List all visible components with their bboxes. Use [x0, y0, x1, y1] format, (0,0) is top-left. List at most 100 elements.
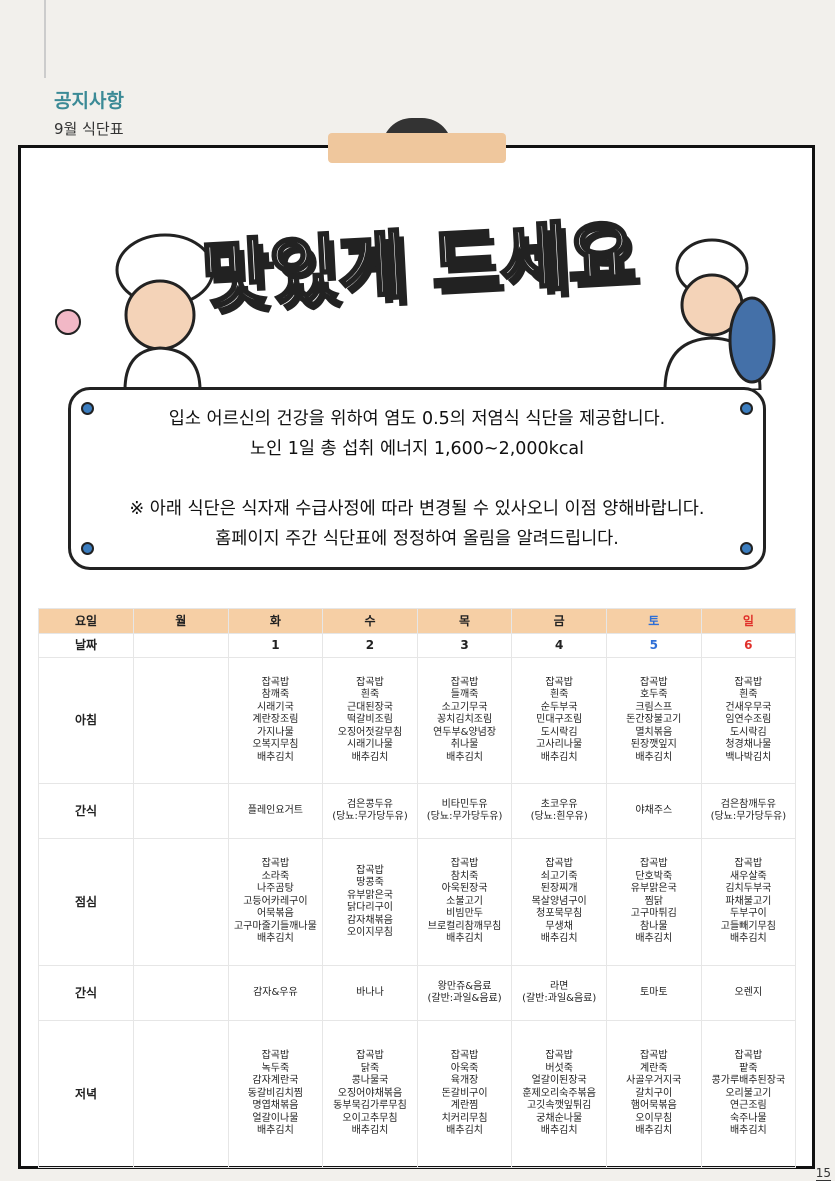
menu-item: 배추김치 — [446, 933, 483, 945]
menu-item: 배추김치 — [256, 751, 294, 763]
chef-right — [663, 238, 776, 390]
menu-item: 배추김치 — [635, 1125, 673, 1137]
menu-item: 닭다리구이 — [346, 902, 393, 913]
menu-item: 플레인요거트 — [247, 804, 303, 816]
menu-item: 잡곡밥 — [356, 1050, 384, 1062]
menu-cell: 야채주스 — [605, 783, 702, 839]
menu-item: 배추김치 — [635, 751, 673, 763]
date-cell: 2 — [322, 633, 418, 658]
menu-cell: 잡곡밥 참깨죽 시래기국 계란장조림 가지나물 오복지무침 배추김치 — [227, 657, 324, 784]
menu-item: 목살양념구이 — [531, 895, 587, 907]
headline: 맛있게 드세요 — [200, 211, 638, 320]
category: 공지사항 — [54, 90, 124, 112]
menu-item: 고등어카레구이 — [243, 895, 308, 907]
header-cell: 화 — [227, 608, 324, 634]
menu-item: 오복지무침 — [252, 739, 299, 751]
menu-item: 찜닭 — [644, 895, 663, 907]
menu-item: (당뇨:무가당두유) — [426, 811, 503, 822]
meal-row: 아침 잡곡밥 참깨죽 시래기국 계란장조림 가지나물 오복지무침 배추김치 잡곡밥 흰죽 근대된장국… — [38, 657, 797, 784]
clip-plate — [328, 133, 506, 163]
menu-item: 유부맑은국 — [346, 889, 393, 901]
menu-item: 청경채나물 — [725, 739, 772, 751]
menu-item: 얼갈이나물 — [252, 1112, 299, 1124]
menu-item: 콩가루배추된장국 — [711, 1075, 786, 1087]
menu-item: 갈치구이 — [635, 1087, 673, 1099]
menu-item: 잡곡밥 — [734, 1050, 763, 1062]
menu-item: 동갈비김치찜 — [247, 1087, 303, 1099]
date-cell: 1 — [227, 633, 324, 658]
menu-item: 배추김치 — [351, 751, 389, 763]
menu-item: 잡곡밥 — [261, 858, 290, 870]
menu-cell: 왕만쥬&음료 (갈반:과일&음료) — [416, 965, 513, 1021]
menu-item: 참나물 — [639, 920, 668, 932]
menu-item: 가지나물 — [256, 726, 294, 738]
menu-item: 소라죽 — [261, 870, 290, 882]
menu-item: 버섯죽 — [545, 1062, 573, 1074]
menu-item: 잡곡밥 — [734, 676, 763, 688]
menu-item: 토마토 — [639, 986, 668, 998]
menu-item: 잡곡밥 — [545, 1050, 573, 1062]
menu-item: 백나박김치 — [725, 751, 772, 763]
header-cell: 월 — [133, 608, 229, 634]
menu-item: 도시락김 — [540, 726, 578, 738]
menu-item: 잡곡밥 — [639, 676, 668, 688]
menu-item: 궁채순나물 — [536, 1112, 583, 1124]
menu-cell: 잡곡밥 땅콩죽 유부맑은국 닭다리구이 감자채볶음 오이지무침 — [322, 838, 418, 966]
menu-item: 아욱죽 — [450, 1062, 479, 1074]
menu-cell: 감자&우유 — [227, 965, 324, 1021]
menu-item: 배추김치 — [540, 1125, 578, 1137]
menu-item: 야채주스 — [635, 804, 673, 816]
menu-item: 라면 — [549, 980, 569, 992]
header-row: 요일 월 화 수 목 금 토 일 — [38, 608, 797, 634]
menu-item: 브로컬리참깨무침 — [427, 920, 502, 932]
menu-item: 떡갈비조림 — [346, 714, 393, 726]
header-cell: 금 — [511, 608, 607, 634]
date-row: 날짜 1 2 3 4 5 6 — [38, 633, 797, 658]
menu-cell — [133, 1020, 229, 1168]
menu-cell — [133, 965, 229, 1021]
menu-item: 배추김치 — [256, 1125, 294, 1137]
menu-cell: 바나나 — [322, 965, 418, 1021]
menu-item: 오징어야채볶음 — [337, 1087, 403, 1099]
menu-item: 시래기나물 — [346, 739, 393, 751]
meal-label: 저녁 — [38, 1020, 134, 1168]
menu-item: 고구마줄기들깨나물 — [233, 920, 317, 932]
menu-item: 호두죽 — [639, 689, 668, 701]
menu-cell: 잡곡밥 닭죽 콩나물국 오징어야채볶음 동부묵김가루무침 오이고추무침 배추김치 — [322, 1020, 418, 1168]
menu-item: 흰죽 — [739, 689, 758, 701]
date-cell: 6 — [700, 633, 797, 658]
side-line — [44, 0, 46, 78]
menu-cell: 잡곡밥 소라죽 나주곰탕 고등어카레구이 어묵볶음 고구마줄기들깨나물 배추김치 — [227, 838, 324, 966]
menu-item: 배추김치 — [446, 1125, 483, 1137]
menu-item: 잡곡밥 — [356, 864, 384, 876]
menu-item: 닭죽 — [360, 1062, 380, 1074]
date-cell: 5 — [605, 633, 702, 658]
menu-item: 시래기국 — [256, 701, 294, 713]
menu-cell: 토마토 — [605, 965, 702, 1021]
menu-item: 오이지무침 — [346, 927, 393, 938]
menu-item: 들깨죽 — [450, 689, 479, 701]
menu-cell: 잡곡밥 흰죽 근대된장국 떡갈비조림 오징어젓갈무침 시래기나물 배추김치 — [322, 657, 418, 784]
menu-item: 건새우무국 — [725, 701, 772, 713]
menu-item: 연근조림 — [729, 1100, 767, 1112]
notice-box: 입소 어르신의 건강을 위하여 염도 0.5의 저염식 식단을 제공합니다. 노… — [68, 387, 766, 570]
menu-item: 파채불고기 — [725, 895, 772, 907]
menu-cell: 잡곡밥 새우살죽 김치두부국 파채불고기 두부구이 고들빼기무침 배추김치 — [700, 838, 797, 966]
menu-item: 초코우유 — [540, 798, 578, 810]
menu-item: 꽁치김치조림 — [436, 714, 493, 726]
menu-item: 오이고추무침 — [342, 1112, 398, 1124]
menu-item: 멸치볶음 — [635, 726, 673, 738]
meal-label: 아침 — [38, 657, 134, 784]
menu-item: 고구마튀김 — [630, 908, 677, 920]
date-cell: 4 — [511, 633, 607, 658]
menu-item: 참치죽 — [450, 870, 479, 882]
menu-item: 돈간장불고기 — [626, 714, 682, 726]
menu-cell: 검은콩두유 (당뇨:무가당두유) — [322, 783, 418, 839]
menu-cell: 잡곡밥 아욱죽 육개장 돈갈비구이 계란찜 치커리무침 배추김치 — [416, 1020, 513, 1168]
menu-item: 잡곡밥 — [450, 1050, 479, 1062]
menu-item: 녹두죽 — [261, 1062, 290, 1074]
menu-item: 잡곡밥 — [545, 858, 573, 870]
menu-item: 왕만쥬&음료 — [437, 980, 492, 992]
menu-item: 오이무침 — [635, 1112, 673, 1124]
menu-item: 고사리나물 — [536, 739, 583, 751]
